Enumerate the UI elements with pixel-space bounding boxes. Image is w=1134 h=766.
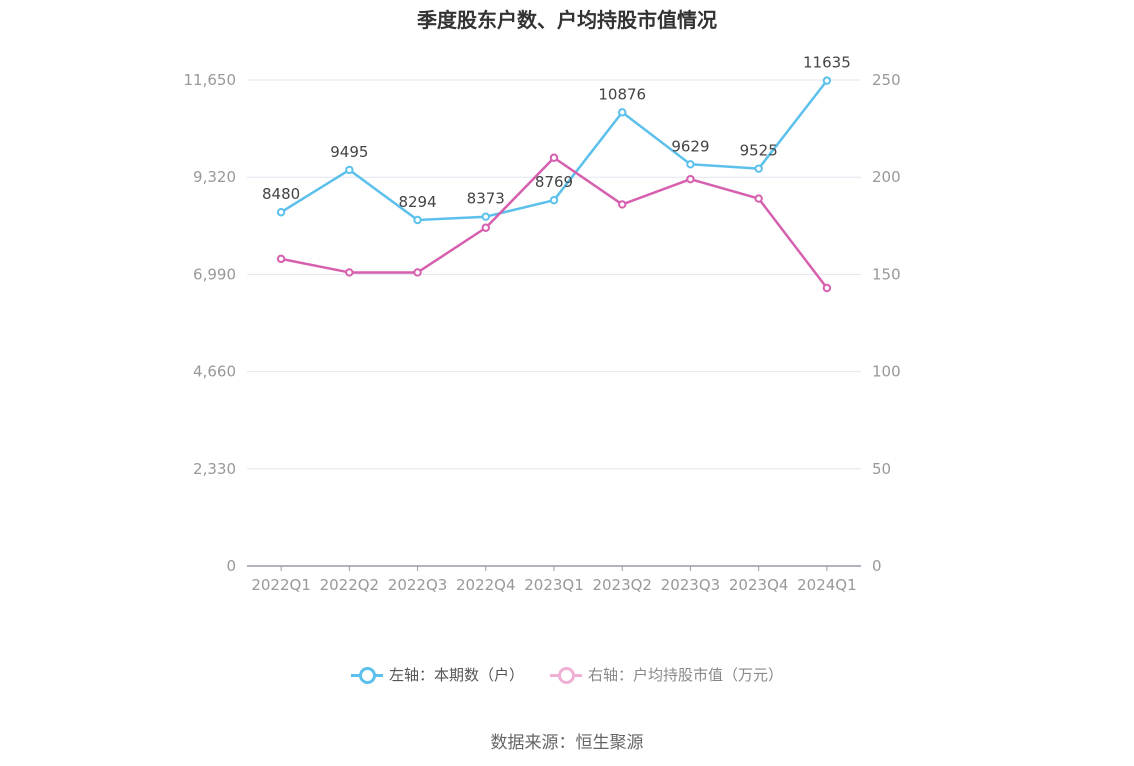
right-tick-label: 250 (872, 71, 901, 89)
grid-lines (247, 79, 861, 470)
x-tick-label: 2024Q1 (797, 576, 857, 594)
legend-item-left-series[interactable]: 左轴：本期数（户） (350, 664, 524, 685)
right-tick-label: 0 (872, 557, 882, 575)
x-tick-label: 2023Q2 (592, 576, 652, 594)
left-tick-label: 11,650 (184, 71, 237, 89)
avg-value-point (345, 268, 354, 277)
legend: 左轴：本期数（户） 右轴：户均持股市值（万元） (0, 664, 1134, 685)
source-note: 数据来源：恒生聚源 (490, 733, 644, 753)
left-tick-label: 0 (226, 557, 236, 575)
x-tick-label: 2022Q1 (251, 576, 311, 594)
x-tick-label: 2022Q2 (320, 576, 380, 594)
x-tick-label: 2023Q3 (661, 576, 721, 594)
right-tick-label: 50 (872, 460, 891, 478)
holders-point (413, 215, 422, 225)
x-tick-label: 2023Q1 (524, 576, 584, 594)
holders-point (618, 108, 627, 117)
avg-value-point (754, 194, 763, 203)
data-label: 8769 (535, 173, 573, 191)
avg-value-point (549, 153, 559, 162)
avg-value-point (481, 223, 490, 232)
x-tick-label: 2022Q4 (456, 576, 516, 594)
avg-value-point (276, 254, 286, 264)
legend-swatch-right-icon (550, 666, 582, 684)
right-tick-label: 150 (872, 265, 901, 283)
x-tick-label: 2023Q4 (729, 576, 789, 594)
chart-title: 季度股东户数、户均持股市值情况 (417, 8, 717, 32)
right-tick-label: 100 (872, 363, 901, 381)
left-tick-label: 9,320 (193, 168, 236, 186)
avg-value-point (618, 200, 627, 209)
holders-point (822, 76, 832, 85)
data-label: 9495 (330, 143, 368, 161)
legend-label-right: 右轴：户均持股市值（万元） (588, 666, 784, 684)
holders-point (549, 195, 559, 205)
series-lines (276, 76, 832, 293)
data-label: 8294 (398, 193, 436, 211)
data-label: 10876 (598, 85, 646, 103)
data-label: 11635 (803, 54, 851, 72)
legend-swatch-left-icon (350, 666, 383, 684)
right-tick-label: 200 (872, 168, 901, 186)
holders-point (686, 160, 695, 169)
data-label: 8480 (262, 185, 300, 203)
avg-value-point (413, 268, 422, 277)
holders-point (276, 208, 286, 217)
holders-point (754, 164, 763, 173)
avg-value-point (686, 174, 695, 184)
avg-value-point (822, 283, 832, 293)
legend-item-right-series[interactable]: 右轴：户均持股市值（万元） (550, 664, 783, 685)
left-tick-label: 4,660 (193, 363, 236, 381)
x-tick-label: 2022Q3 (388, 576, 448, 594)
holders-point (481, 212, 490, 221)
data-label: 9629 (671, 137, 709, 155)
legend-label-left: 左轴：本期数（户） (388, 666, 524, 684)
data-labels: 8480 9495 8294 8373 8769 10876 9629 9525 11635 (262, 54, 851, 211)
axes: 0 0 2,330 50 4,660 100 6,990 150 9,320 200 11,650 2… (184, 71, 901, 594)
holders-point (345, 165, 354, 175)
left-tick-label: 2,330 (193, 460, 236, 478)
data-label: 8373 (467, 190, 505, 208)
data-label: 9525 (740, 142, 778, 160)
left-tick-label: 6,990 (193, 265, 236, 283)
